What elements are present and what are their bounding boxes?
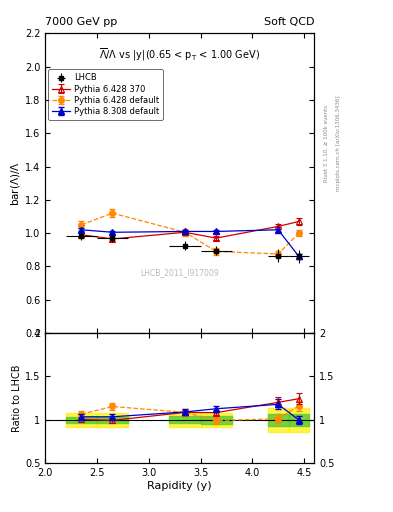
Legend: LHCB, Pythia 6.428 370, Pythia 6.428 default, Pythia 8.308 default: LHCB, Pythia 6.428 370, Pythia 6.428 def…	[48, 69, 163, 120]
Y-axis label: Ratio to LHCB: Ratio to LHCB	[12, 365, 22, 432]
Text: Soft QCD: Soft QCD	[264, 16, 314, 27]
Y-axis label: bar($\Lambda$)/$\Lambda$: bar($\Lambda$)/$\Lambda$	[9, 161, 22, 206]
Text: 7000 GeV pp: 7000 GeV pp	[45, 16, 118, 27]
Text: mcplots.cern.ch [arXiv:1306.3436]: mcplots.cern.ch [arXiv:1306.3436]	[336, 96, 341, 191]
Text: $\overline{\Lambda}/\Lambda$ vs |y|(0.65 < p$_\mathrm{T}$ < 1.00 GeV): $\overline{\Lambda}/\Lambda$ vs |y|(0.65…	[99, 47, 260, 63]
Text: LHCB_2011_I917009: LHCB_2011_I917009	[140, 269, 219, 278]
Text: Rivet 3.1.10, ≥ 100k events: Rivet 3.1.10, ≥ 100k events	[324, 105, 329, 182]
X-axis label: Rapidity (y): Rapidity (y)	[147, 481, 212, 491]
